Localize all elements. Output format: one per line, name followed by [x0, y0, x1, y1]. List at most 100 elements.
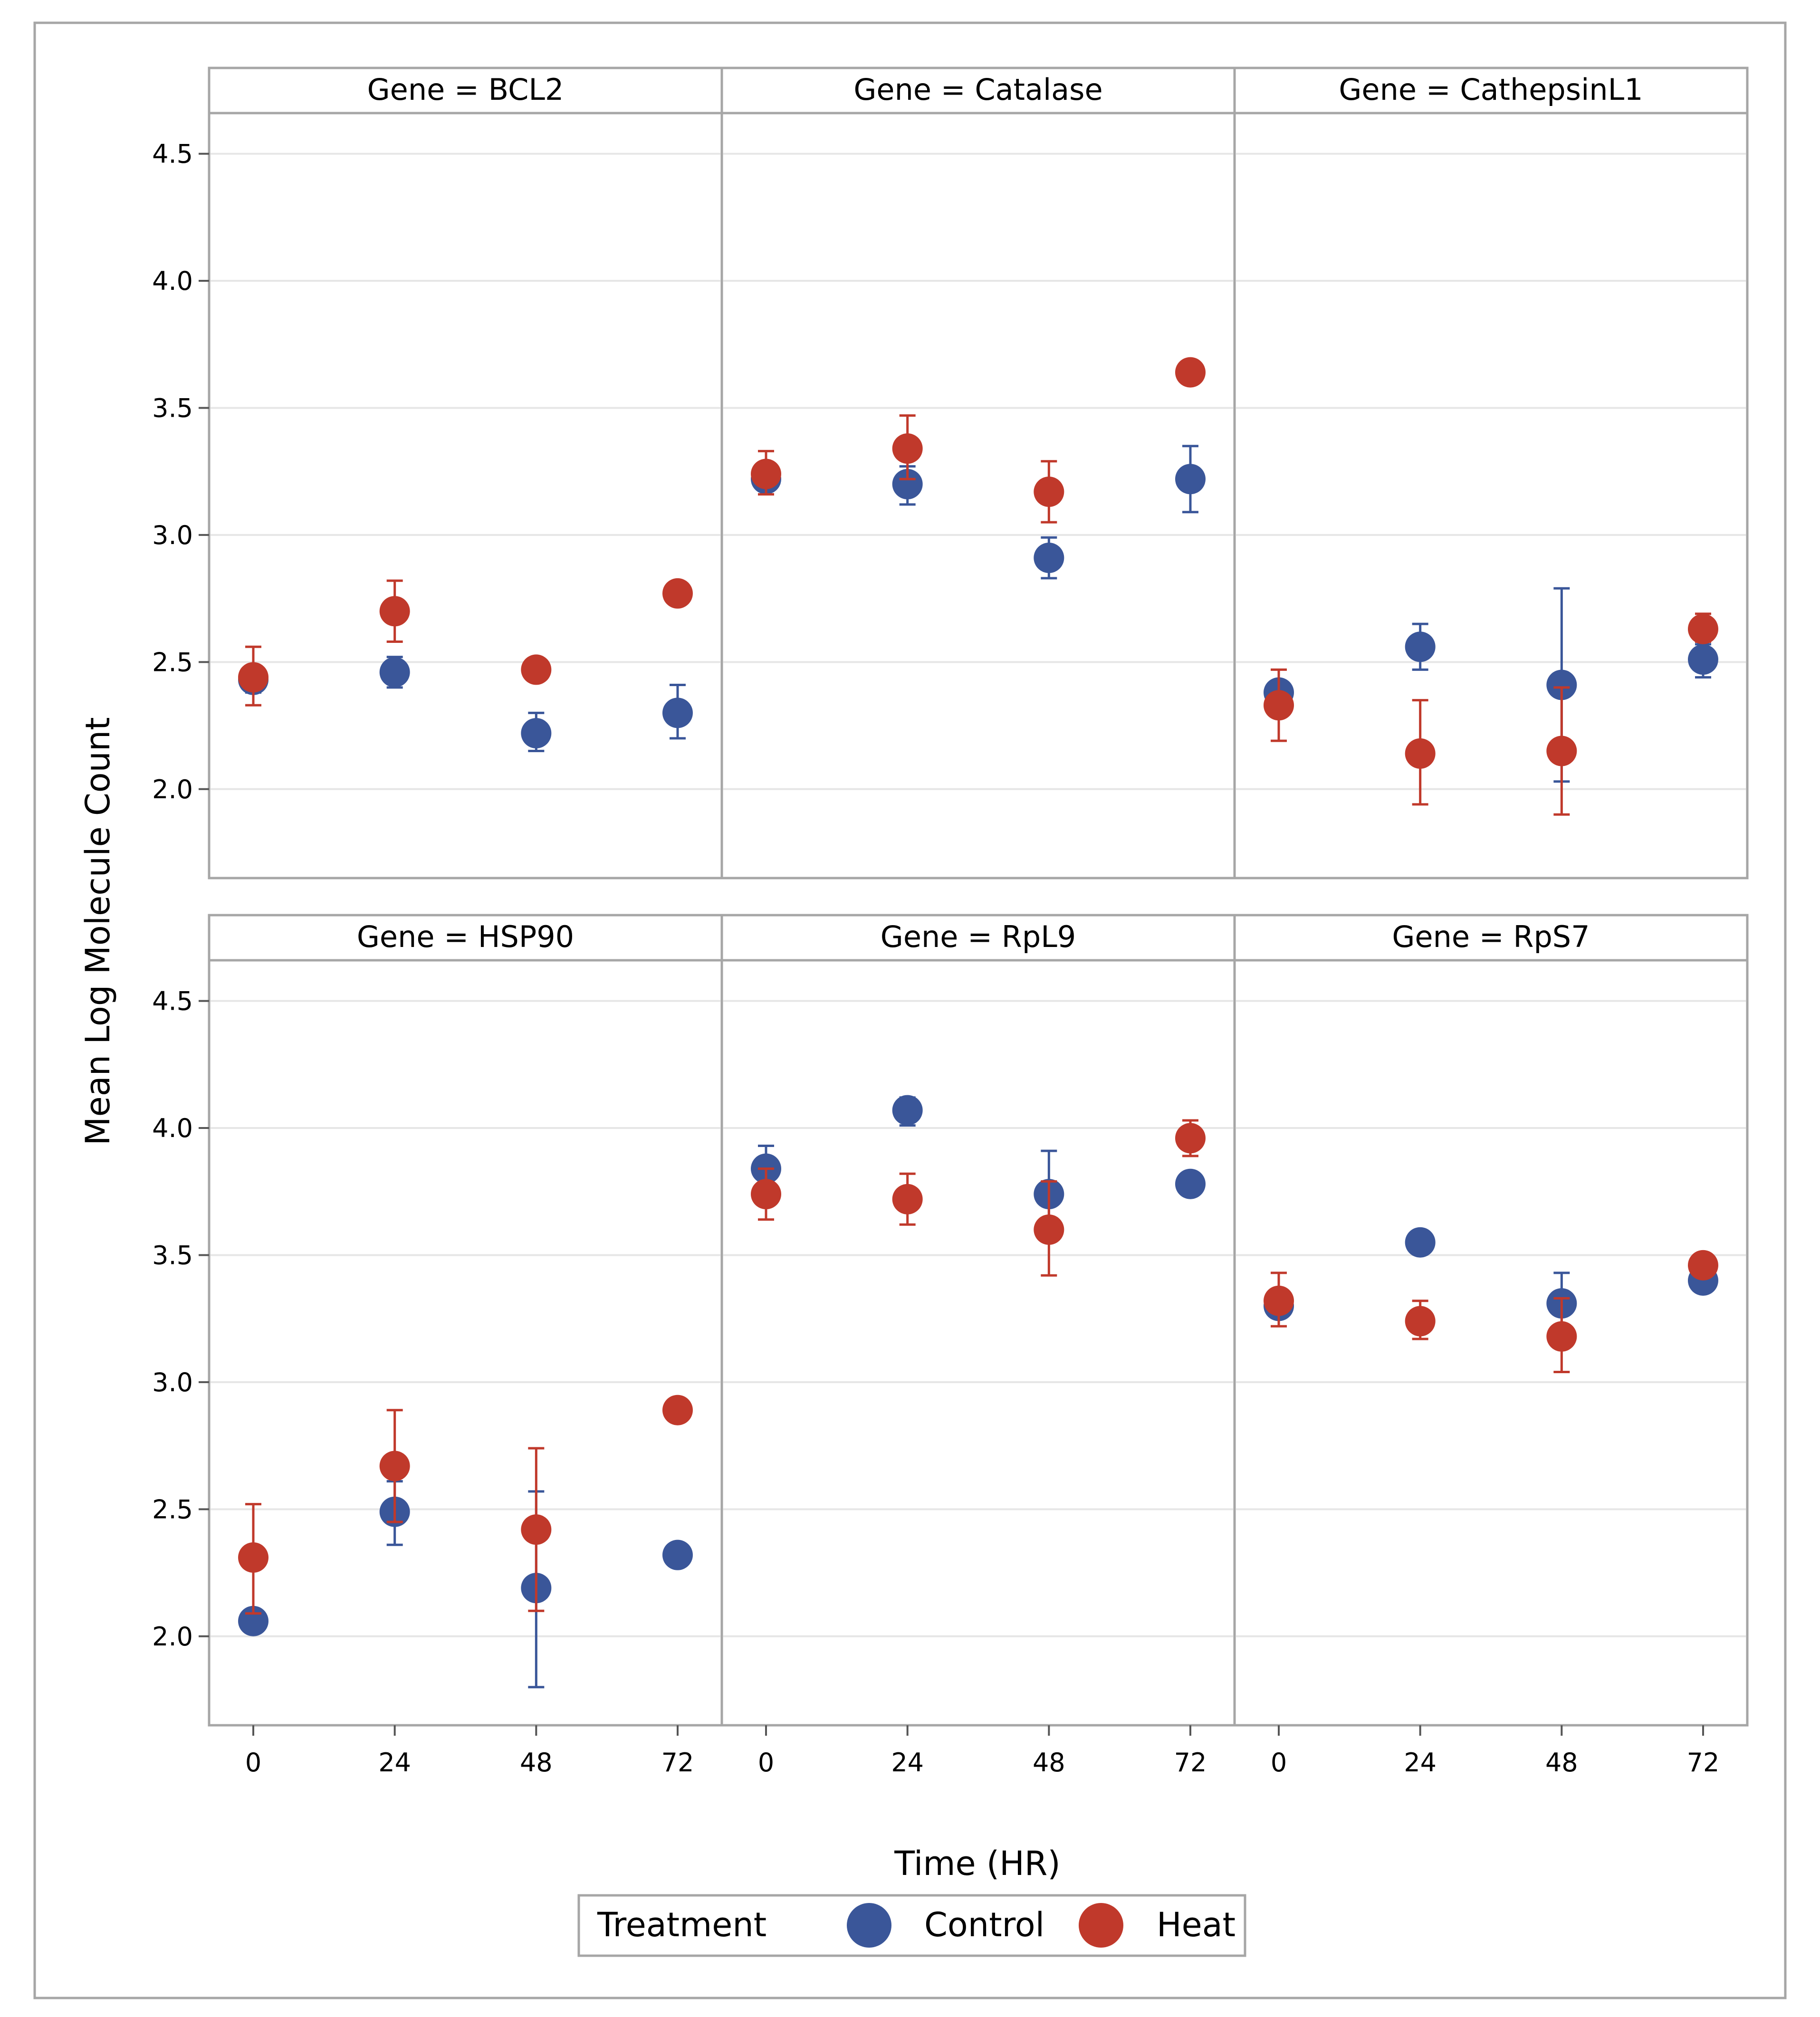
- y-tick-label: 3.0: [152, 1367, 193, 1397]
- series-heat: [238, 1395, 693, 1615]
- panel-plot-area: [720, 959, 1236, 1727]
- data-point-control-72: [1687, 644, 1718, 675]
- panel-plot-area: [208, 112, 723, 879]
- panel-rps7: Gene = RpS7: [1233, 914, 1749, 1727]
- data-point-heat-72: [662, 578, 693, 609]
- data-point-heat-0: [1264, 690, 1294, 721]
- panel-title: Gene = BCL2: [367, 72, 564, 107]
- x-tick-label: 24: [378, 1748, 411, 1778]
- x-tick-label: 24: [891, 1748, 924, 1778]
- panel-hsp90: Gene = HSP90: [208, 914, 723, 1727]
- panel-plot-area: [720, 112, 1236, 879]
- data-point-heat-0: [751, 459, 782, 489]
- series-heat: [751, 357, 1206, 524]
- y-tick-label: 4.0: [152, 1113, 193, 1143]
- data-point-heat-24: [892, 433, 923, 464]
- panel-title: Gene = CathepsinL1: [1339, 72, 1643, 107]
- x-tick-label: 0: [245, 1748, 261, 1778]
- series-control: [751, 1095, 1206, 1239]
- data-point-control-48: [1034, 543, 1064, 574]
- data-point-heat-24: [1405, 1306, 1436, 1337]
- legend-marker-control: [847, 1903, 891, 1948]
- x-tick-label: 48: [1545, 1748, 1578, 1778]
- data-point-heat-24: [892, 1184, 923, 1214]
- data-point-heat-24: [379, 1451, 410, 1482]
- series-heat: [1264, 612, 1718, 816]
- x-tick-label: 48: [1033, 1748, 1065, 1778]
- panel-title: Gene = RpL9: [881, 919, 1076, 954]
- legend-title: Treatment: [597, 1905, 766, 1944]
- data-point-control-24: [379, 657, 410, 688]
- x-tick-label: 48: [520, 1748, 553, 1778]
- x-tick-label: 0: [1271, 1748, 1287, 1778]
- panel-title: Gene = RpS7: [1392, 919, 1590, 954]
- data-point-heat-72: [1175, 1123, 1206, 1154]
- data-point-heat-48: [521, 654, 552, 685]
- data-point-control-24: [1405, 631, 1436, 662]
- data-point-heat-72: [1175, 357, 1206, 388]
- data-point-control-72: [662, 1539, 693, 1570]
- y-axis: 2.0 2.5 3.0 3.5 4.0 4.5 2.0 2.5 3.0 3.5 4.0 4.5: [152, 139, 209, 1652]
- panel-header: [208, 67, 723, 115]
- data-point-heat-48: [1034, 1214, 1064, 1245]
- x-tick-label: 72: [661, 1748, 694, 1778]
- panels-layer: Gene = BCL2 Gene = Catalase Gene = Catheps…: [208, 67, 1749, 1727]
- y-tick-label: 2.0: [152, 1622, 193, 1652]
- data-point-heat-24: [1405, 738, 1436, 769]
- panel-rpl9: Gene = RpL9: [720, 914, 1236, 1727]
- data-point-heat-72: [1687, 1250, 1718, 1281]
- data-point-heat-0: [1264, 1285, 1294, 1316]
- data-point-control-24: [892, 468, 923, 499]
- series-heat: [238, 578, 693, 707]
- panel-cathepsinl1: Gene = CathepsinL1: [1233, 67, 1749, 879]
- data-point-heat-48: [521, 1514, 552, 1545]
- y-tick-label: 2.5: [152, 647, 193, 677]
- data-point-heat-0: [751, 1179, 782, 1210]
- series-heat: [1264, 1250, 1718, 1374]
- legend-label-heat: Heat: [1157, 1905, 1236, 1944]
- x-tick-label: 0: [758, 1748, 774, 1778]
- y-tick-label: 3.5: [152, 393, 193, 423]
- data-point-control-72: [662, 698, 693, 728]
- data-point-heat-0: [238, 1542, 269, 1573]
- data-point-heat-72: [1687, 613, 1718, 644]
- y-tick-label: 3.0: [152, 520, 193, 550]
- data-point-heat-0: [238, 662, 269, 693]
- x-tick-label: 72: [1687, 1748, 1720, 1778]
- y-tick-label: 3.5: [152, 1240, 193, 1270]
- x-axis: 0 24 48 72 0 24 48 72 0 24 48 72: [245, 1725, 1720, 1778]
- panel-title: Gene = HSP90: [357, 919, 574, 954]
- data-point-heat-48: [1546, 736, 1577, 766]
- data-point-heat-72: [662, 1395, 693, 1425]
- panel-bcl2: Gene = BCL2: [208, 67, 723, 879]
- data-point-control-24: [1405, 1227, 1436, 1258]
- data-point-heat-48: [1034, 476, 1064, 507]
- y-tick-label: 4.5: [152, 986, 193, 1016]
- x-tick-label: 72: [1174, 1748, 1207, 1778]
- y-tick-label: 4.0: [152, 266, 193, 296]
- panel-header: [1233, 914, 1749, 962]
- panel-plot-area: [1233, 959, 1749, 1727]
- data-point-control-72: [1175, 1168, 1206, 1199]
- data-point-control-72: [1175, 464, 1206, 495]
- legend-frame: [577, 1894, 1246, 1957]
- data-point-control-48: [1546, 669, 1577, 700]
- panel-plot-area: [208, 959, 723, 1727]
- x-tick-label: 24: [1404, 1748, 1437, 1778]
- series-heat: [751, 1119, 1206, 1277]
- y-tick-label: 2.5: [152, 1494, 193, 1524]
- panel-title: Gene = Catalase: [853, 72, 1102, 107]
- y-tick-label: 2.0: [152, 774, 193, 804]
- panel-catalase: Gene = Catalase: [720, 67, 1236, 879]
- y-tick-label: 4.5: [152, 139, 193, 169]
- data-point-control-48: [521, 718, 552, 749]
- data-point-heat-48: [1546, 1321, 1577, 1352]
- x-axis-title: Time (HR): [894, 1844, 1060, 1883]
- legend: Treatment Control Heat: [577, 1894, 1246, 1957]
- panel-plot-area: [1233, 112, 1749, 879]
- data-point-heat-24: [379, 596, 410, 627]
- legend-marker-heat: [1079, 1903, 1123, 1948]
- legend-label-control: Control: [924, 1905, 1044, 1944]
- data-point-control-24: [892, 1095, 923, 1126]
